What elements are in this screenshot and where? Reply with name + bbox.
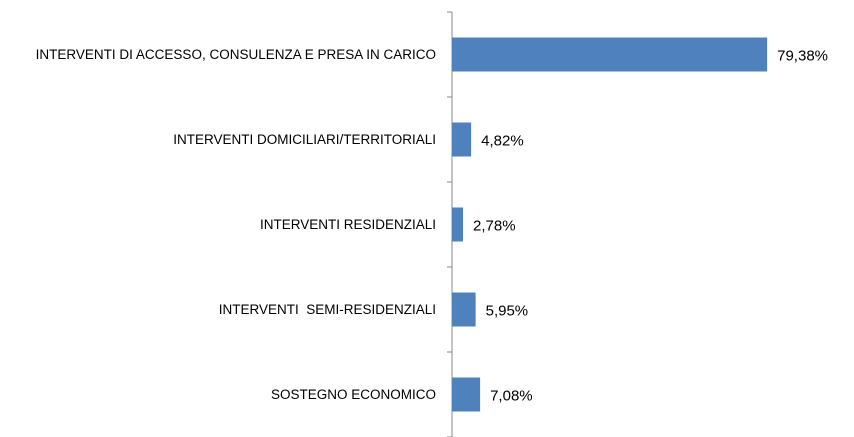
bar (452, 207, 464, 242)
value-label: 7,08% (490, 387, 533, 404)
category-label: INTERVENTI DOMICILIARI/TERRITORIALI (173, 131, 436, 147)
category-label: SOSTEGNO ECONOMICO (270, 386, 436, 402)
value-label: 2,78% (473, 217, 516, 234)
category-label-box: INTERVENTI DI ACCESSO, CONSULENZA E PRES… (0, 44, 436, 66)
category-label-box: INTERVENTI DOMICILIARI/TERRITORIALI (0, 129, 436, 151)
value-label: 4,82% (481, 132, 524, 149)
bar (452, 377, 481, 412)
bar (452, 122, 472, 157)
value-label: 79,38% (777, 47, 828, 64)
value-label: 5,95% (486, 302, 529, 319)
bar (452, 292, 476, 327)
category-label: INTERVENTI DI ACCESSO, CONSULENZA E PRES… (35, 46, 436, 62)
category-label: INTERVENTI RESIDENZIALI (259, 216, 436, 232)
category-label: INTERVENTI SEMI-RESIDENZIALI (218, 301, 436, 317)
category-label-box: INTERVENTI SEMI-RESIDENZIALI (0, 299, 436, 321)
bar (452, 37, 768, 72)
category-label-box: INTERVENTI RESIDENZIALI (0, 214, 436, 236)
category-label-box: SOSTEGNO ECONOMICO (0, 384, 436, 406)
